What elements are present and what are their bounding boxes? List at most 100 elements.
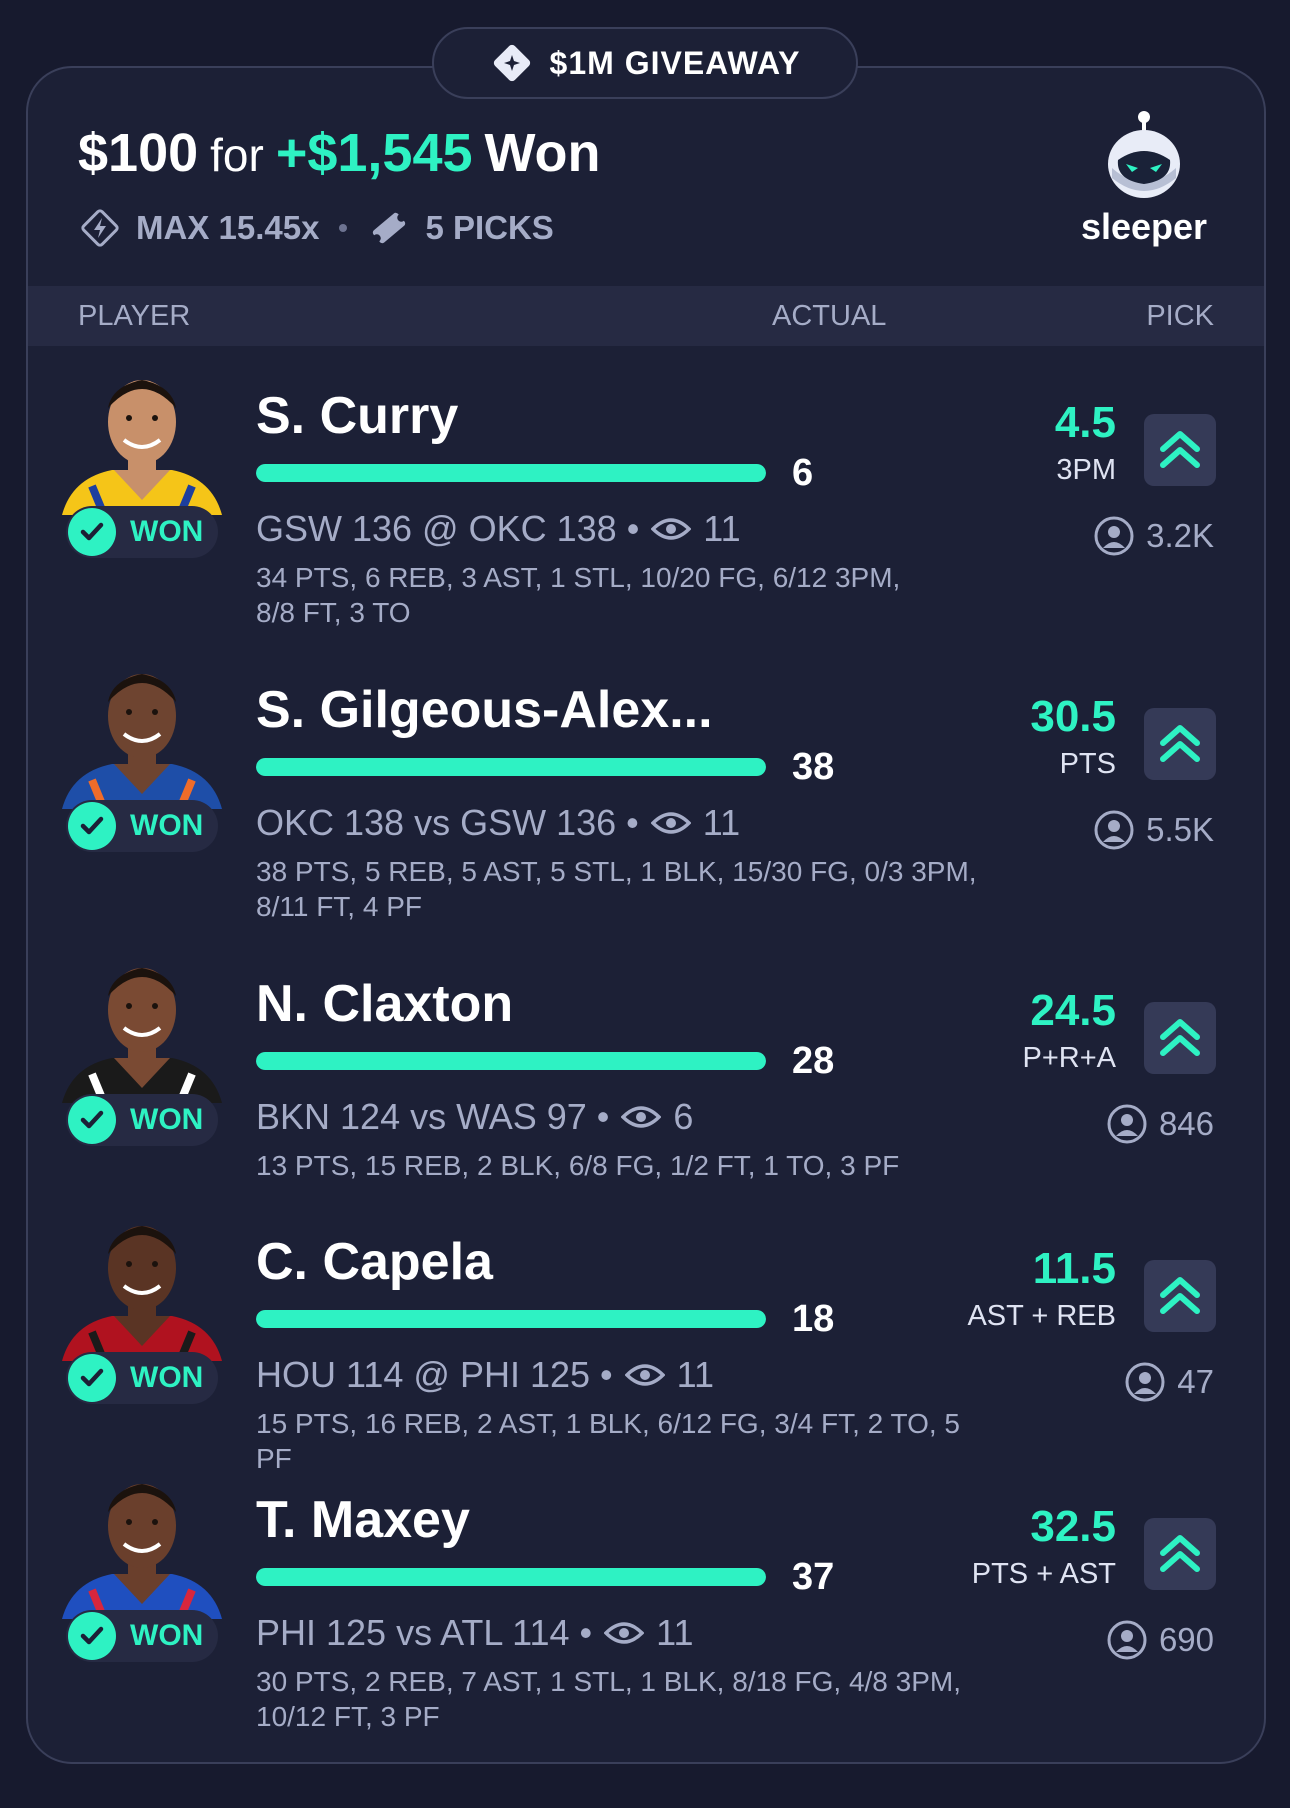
picker-count-value: 846 [1158,1105,1214,1142]
game-score: BKN 124 vs WAS 97 • [256,1096,610,1137]
player-row[interactable]: WON S. Gilgeous-Alex... 38 OKC 138 vs GS… [28,640,1264,934]
game-info: BKN 124 vs WAS 97 • 6 [256,1096,693,1138]
pick-line-value: 11.5 [1032,1244,1116,1293]
check-icon [68,802,116,850]
higher-pick-button[interactable] [1144,414,1216,486]
result-label: WON [130,1361,204,1394]
stat-line-1: 34 PTS, 6 REB, 3 AST, 1 STL, 10/20 FG, 6… [256,562,901,593]
won-badge: WON [66,1610,218,1662]
stat-line: 38 PTS, 5 REB, 5 AST, 5 STL, 1 BLK, 15/3… [256,854,996,924]
double-chevron-up-icon [1160,725,1200,762]
higher-pick-button[interactable] [1144,1260,1216,1332]
pick-stat-type: PTS [1059,748,1116,780]
multiplier-icon [81,209,119,247]
player-name[interactable]: T. Maxey [256,1491,470,1549]
user-icon [1094,810,1134,850]
check-icon [68,508,116,556]
progress-fill [256,464,766,482]
picker-count-value: 690 [1158,1621,1214,1658]
result-label: WON [130,515,204,548]
stat-line-1: 15 PTS, 16 REB, 2 AST, 1 BLK, 6/12 FG, 3… [256,1408,960,1474]
eye-icon [624,1364,665,1386]
player-row[interactable]: WON T. Maxey 37 PHI 125 vs ATL 114 • 11 … [28,1450,1264,1744]
eye-icon [650,812,691,834]
player-avatar [52,1464,232,1619]
column-header: PLAYER ACTUAL PICK [28,286,1264,346]
stat-line: 13 PTS, 15 REB, 2 BLK, 6/8 FG, 1/2 FT, 1… [256,1148,996,1183]
ticket-icon [373,212,406,244]
double-chevron-up-icon [1160,1277,1200,1314]
view-count: 11 [703,508,741,549]
giveaway-banner[interactable]: $1M GIVEAWAY [432,27,858,99]
picker-count-value: 3.2K [1146,517,1214,554]
column-player: PLAYER [78,300,191,332]
game-info: HOU 114 @ PHI 125 • 11 [256,1354,714,1396]
player-row[interactable]: WON S. Curry 6 GSW 136 @ OKC 138 • 11 34… [28,346,1264,640]
progress-bar [256,758,766,776]
check-icon [68,1354,116,1402]
game-score: PHI 125 vs ATL 114 • [256,1612,593,1653]
giveaway-ticket-icon [493,44,530,82]
progress-bar [256,1052,766,1070]
result-label: WON [130,1619,204,1652]
result-label: WON [130,1103,204,1136]
picker-count-value: 47 [1177,1363,1214,1400]
progress-bar [256,1568,766,1586]
player-row[interactable]: WON N. Claxton 28 BKN 124 vs WAS 97 • 6 … [28,934,1264,1228]
won-badge: WON [66,506,218,558]
player-name[interactable]: S. Gilgeous-Alex... [256,681,713,739]
higher-pick-button[interactable] [1144,1002,1216,1074]
view-count: 11 [656,1612,694,1653]
stat-line-1: 38 PTS, 5 REB, 5 AST, 5 STL, 1 BLK, 15/3… [256,856,977,887]
pick-line-value: 4.5 [1054,398,1116,447]
user-icon [1125,1362,1165,1402]
entry-headline: $100 for +$1,545 Won [78,122,601,184]
for-text: for [210,129,264,181]
player-row[interactable]: WON C. Capela 18 HOU 114 @ PHI 125 • 11 … [28,1192,1264,1486]
pick-stat-type: P+R+A [1022,1042,1117,1074]
picker-count: 3.2K [1094,516,1214,556]
player-avatar [52,654,232,809]
eye-icon [651,518,692,540]
progress-bar [256,464,766,482]
double-chevron-up-icon [1160,1535,1200,1572]
picker-count-value: 5.5K [1146,811,1214,848]
view-count: 6 [673,1096,694,1137]
sleeper-mascot-icon [1108,111,1180,198]
entry-subline: MAX 15.45x 5 PICKS [78,206,601,250]
player-avatar [52,360,232,515]
entry-header: $100 for +$1,545 Won MAX 15.45x 5 PICKS [78,122,601,250]
pick-count: 5 PICKS [425,209,554,246]
pick-stat-type: 3PM [1056,454,1116,486]
progress-bar [256,1310,766,1328]
stat-line: 30 PTS, 2 REB, 7 AST, 1 STL, 1 BLK, 8/18… [256,1664,996,1734]
game-score: GSW 136 @ OKC 138 • [256,508,640,549]
player-name[interactable]: N. Claxton [256,975,514,1033]
double-chevron-up-icon [1160,1019,1200,1056]
game-info: OKC 138 vs GSW 136 • 11 [256,802,740,844]
won-badge: WON [66,1352,218,1404]
won-badge: WON [66,800,218,852]
higher-pick-button[interactable] [1144,708,1216,780]
player-name[interactable]: C. Capela [256,1233,493,1291]
progress-fill [256,1568,766,1586]
column-actual: ACTUAL [772,300,887,332]
stat-line-1: 13 PTS, 15 REB, 2 BLK, 6/8 FG, 1/2 FT, 1… [256,1150,900,1181]
progress-fill [256,1052,766,1070]
picker-count: 5.5K [1094,810,1214,850]
stake-amount: $100 [78,123,199,183]
column-pick: PICK [1146,300,1214,332]
pick-stat-type: AST + REB [967,1300,1116,1332]
won-text: Won [484,123,601,183]
higher-pick-button[interactable] [1144,1518,1216,1590]
actual-value: 6 [792,452,814,494]
player-avatar [52,1206,232,1361]
won-badge: WON [66,1094,218,1146]
player-name[interactable]: S. Curry [256,387,459,445]
max-multiplier: MAX 15.45x [136,209,320,246]
giveaway-label: $1M GIVEAWAY [549,44,801,81]
eye-icon [621,1106,662,1128]
game-score: HOU 114 @ PHI 125 • [256,1354,613,1395]
pick-stat-type: PTS + AST [971,1558,1116,1590]
picker-count: 846 [1107,1104,1214,1144]
